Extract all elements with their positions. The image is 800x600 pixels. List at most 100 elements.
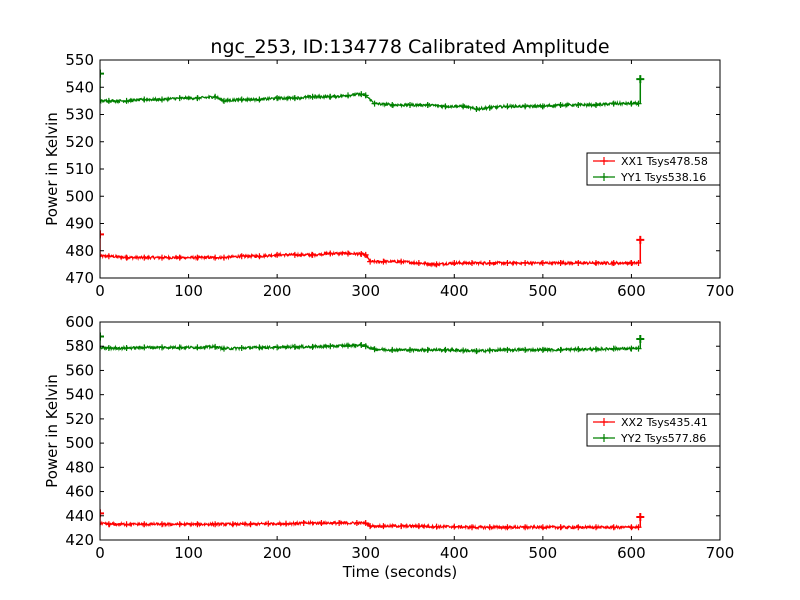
series-yy1-point	[159, 96, 165, 103]
series-xx1-point	[557, 260, 564, 267]
x-axis-label: Time (seconds)	[342, 563, 458, 581]
x-tick-label: 500	[529, 544, 558, 562]
series-yy1-point	[628, 100, 635, 107]
x-tick-label: 100	[174, 282, 203, 300]
series-xx1-point	[575, 260, 582, 267]
legend: XX2 Tsys435.41 YY2 Tsys577.86	[586, 413, 721, 447]
series-yy2-point	[504, 346, 511, 353]
y-tick-label: 580	[65, 337, 94, 355]
series-xx1-point	[141, 254, 148, 261]
x-tick-label: 400	[440, 282, 469, 300]
y-tick-label: 440	[65, 507, 94, 525]
series-xx2-point	[100, 520, 103, 527]
series-yy2-point	[256, 344, 263, 351]
legend-swatch-marker	[600, 173, 608, 181]
series-yy1-point	[407, 101, 413, 108]
legend-swatch-marker	[600, 157, 608, 165]
series-yy2-point	[442, 346, 449, 353]
series-yy1-point	[291, 95, 298, 102]
series-yy2-point	[345, 342, 351, 349]
series-xx1-point	[398, 258, 405, 265]
series-xx1-point	[100, 253, 103, 260]
series-xx2-point	[522, 524, 529, 531]
series-xx2-point	[451, 523, 458, 530]
series-xx1-point	[105, 253, 112, 260]
series-xx2-spike-marker	[636, 512, 645, 521]
series-xx1-point	[539, 260, 546, 267]
series-xx1-point	[486, 260, 493, 267]
series-xx1-point	[415, 260, 422, 267]
series-xx2-point	[265, 520, 272, 527]
x-tick-label: 700	[706, 544, 735, 562]
series-xx2-point	[141, 521, 148, 528]
series-yy1-point	[389, 101, 396, 108]
series-yy2-point	[212, 343, 219, 350]
series-yy1-point	[504, 103, 511, 110]
y-axis-label: Power in Kelvin	[43, 374, 61, 488]
series-xx2-point	[593, 524, 599, 531]
series-yy1-point	[575, 101, 582, 108]
legend-box	[586, 152, 721, 186]
bottom-subplot: 0 100 200 300 400 500 600 700 420 440 460 480 500 520…	[43, 313, 734, 581]
series-yy1-trace	[100, 91, 640, 112]
series-xx2-point	[300, 520, 307, 527]
series-xx1-point	[309, 251, 316, 258]
legend-entry-label: YY1 Tsys538.16	[620, 171, 706, 184]
series-xx1-point	[522, 260, 529, 267]
series-yy2-point	[274, 344, 281, 351]
series-xx2-point	[362, 520, 369, 527]
series-xx1-point	[358, 251, 365, 258]
x-tick-label: 600	[617, 544, 646, 562]
series-yy1-point	[539, 103, 546, 110]
series-yy1-point	[593, 101, 599, 108]
series-yy1-point	[557, 101, 564, 108]
y-tick-label: 540	[65, 78, 94, 96]
series-yy1-point	[212, 93, 219, 100]
x-tick-label: 0	[95, 282, 105, 300]
series-xx1-spike-marker	[100, 230, 104, 239]
y-tick-label: 540	[65, 386, 94, 404]
x-tick-label: 0	[95, 544, 105, 562]
series-xx2-point	[539, 524, 546, 531]
series-yy1-point	[123, 97, 130, 104]
plot-data-area	[100, 69, 645, 268]
series-yy1-point	[345, 92, 351, 99]
series-yy2-point	[424, 346, 431, 353]
series-xx2-point	[105, 521, 112, 528]
series-yy1-point	[176, 95, 183, 102]
series-yy2-point	[593, 346, 599, 353]
series-yy1-spike-marker	[636, 75, 645, 84]
y-tick-label: 520	[65, 133, 94, 151]
series-yy2-point	[327, 343, 334, 350]
series-yy2-point	[159, 344, 165, 351]
series-yy1-point	[238, 96, 245, 103]
series-yy1-spike-marker	[100, 69, 104, 78]
y-tick-label: 530	[65, 106, 94, 124]
y-tick-label: 550	[65, 51, 94, 69]
series-yy2-point	[460, 347, 467, 354]
legend-swatch-marker	[600, 434, 608, 442]
series-yy2-point	[100, 345, 103, 352]
series-yy2-point	[358, 342, 365, 349]
x-tick-label: 500	[529, 282, 558, 300]
series-xx1-point	[274, 251, 281, 258]
series-yy1-point	[486, 104, 493, 111]
plot-data-area	[100, 332, 645, 531]
series-xx1-point	[291, 251, 298, 258]
y-tick-label: 600	[65, 313, 94, 331]
series-xx2-point	[212, 521, 219, 528]
series-yy1-point	[371, 100, 378, 107]
series-yy2-point	[194, 344, 201, 351]
series-yy1-point	[362, 92, 369, 99]
series-xx1-point	[635, 260, 642, 267]
series-xx2-point	[575, 524, 582, 531]
series-xx1-point	[176, 254, 183, 261]
series-xx2-point	[433, 523, 440, 530]
y-tick-label: 420	[65, 531, 94, 549]
series-yy2-point	[238, 345, 245, 352]
series-yy2-spike-marker	[636, 334, 645, 343]
series-xx1-point	[469, 260, 475, 267]
series-xx2-point	[336, 520, 343, 527]
series-xx2-point	[159, 521, 165, 528]
series-yy2-point	[123, 345, 130, 352]
